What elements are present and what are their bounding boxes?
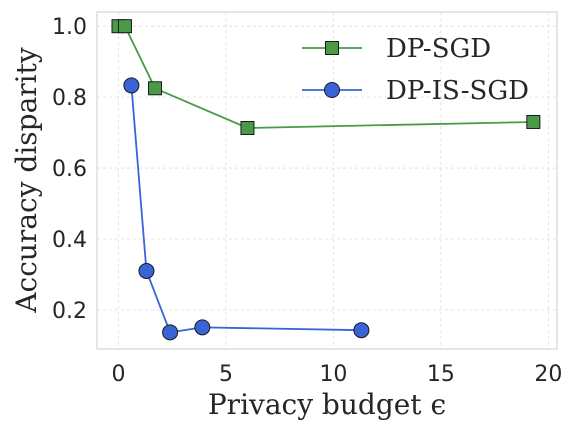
legend-marker [325, 41, 339, 55]
y-tick-label: 0.4 [52, 228, 87, 253]
data-point-dp-is-sgd [138, 262, 155, 279]
x-tick-label: 15 [427, 362, 455, 387]
y-tick-label: 0.2 [52, 299, 87, 324]
legend-item-dp-sgd: DP-SGD [302, 34, 491, 64]
y-tick-label: 1.0 [52, 15, 87, 40]
x-tick-label: 20 [534, 362, 562, 387]
plot-frame [96, 11, 558, 350]
data-point-dp-is-sgd [194, 319, 211, 336]
y-axis-title: Accuracy disparity [10, 47, 43, 314]
series-dp-sgd [111, 19, 541, 135]
legend-marker [324, 82, 340, 98]
y-tick-label: 0.6 [52, 157, 87, 182]
y-tick-label: 0.8 [52, 86, 87, 111]
data-point-dp-is-sgd [162, 324, 179, 341]
x-axis-title: Privacy budget ϵ [208, 388, 446, 421]
x-axis-ticks: 0 5 10 15 20 [111, 362, 562, 387]
legend-label: DP-IS-SGD [386, 76, 529, 106]
x-tick-label: 5 [219, 362, 233, 387]
x-tick-label: 0 [111, 362, 125, 387]
data-point-dp-sgd [240, 120, 255, 135]
legend: DP-SGD DP-IS-SGD [302, 34, 529, 106]
data-point-dp-sgd [117, 19, 132, 34]
series-dp-is-sgd [123, 77, 370, 341]
data-point-dp-is-sgd [123, 77, 140, 94]
y-axis-ticks: 0.2 0.4 0.6 0.8 1.0 [52, 15, 87, 324]
data-point-dp-sgd [526, 114, 541, 129]
legend-item-dp-is-sgd: DP-IS-SGD [302, 76, 529, 106]
data-point-dp-sgd [148, 81, 163, 96]
data-point-dp-is-sgd [353, 322, 370, 339]
grid [97, 12, 557, 349]
series-layer [111, 19, 541, 341]
legend-label: DP-SGD [386, 34, 491, 64]
x-tick-label: 10 [319, 362, 347, 387]
